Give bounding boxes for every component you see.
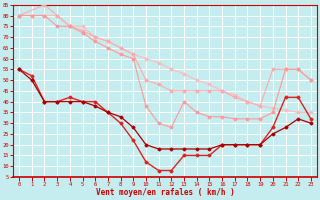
X-axis label: Vent moyen/en rafales ( km/h ): Vent moyen/en rafales ( km/h ) — [96, 188, 234, 197]
